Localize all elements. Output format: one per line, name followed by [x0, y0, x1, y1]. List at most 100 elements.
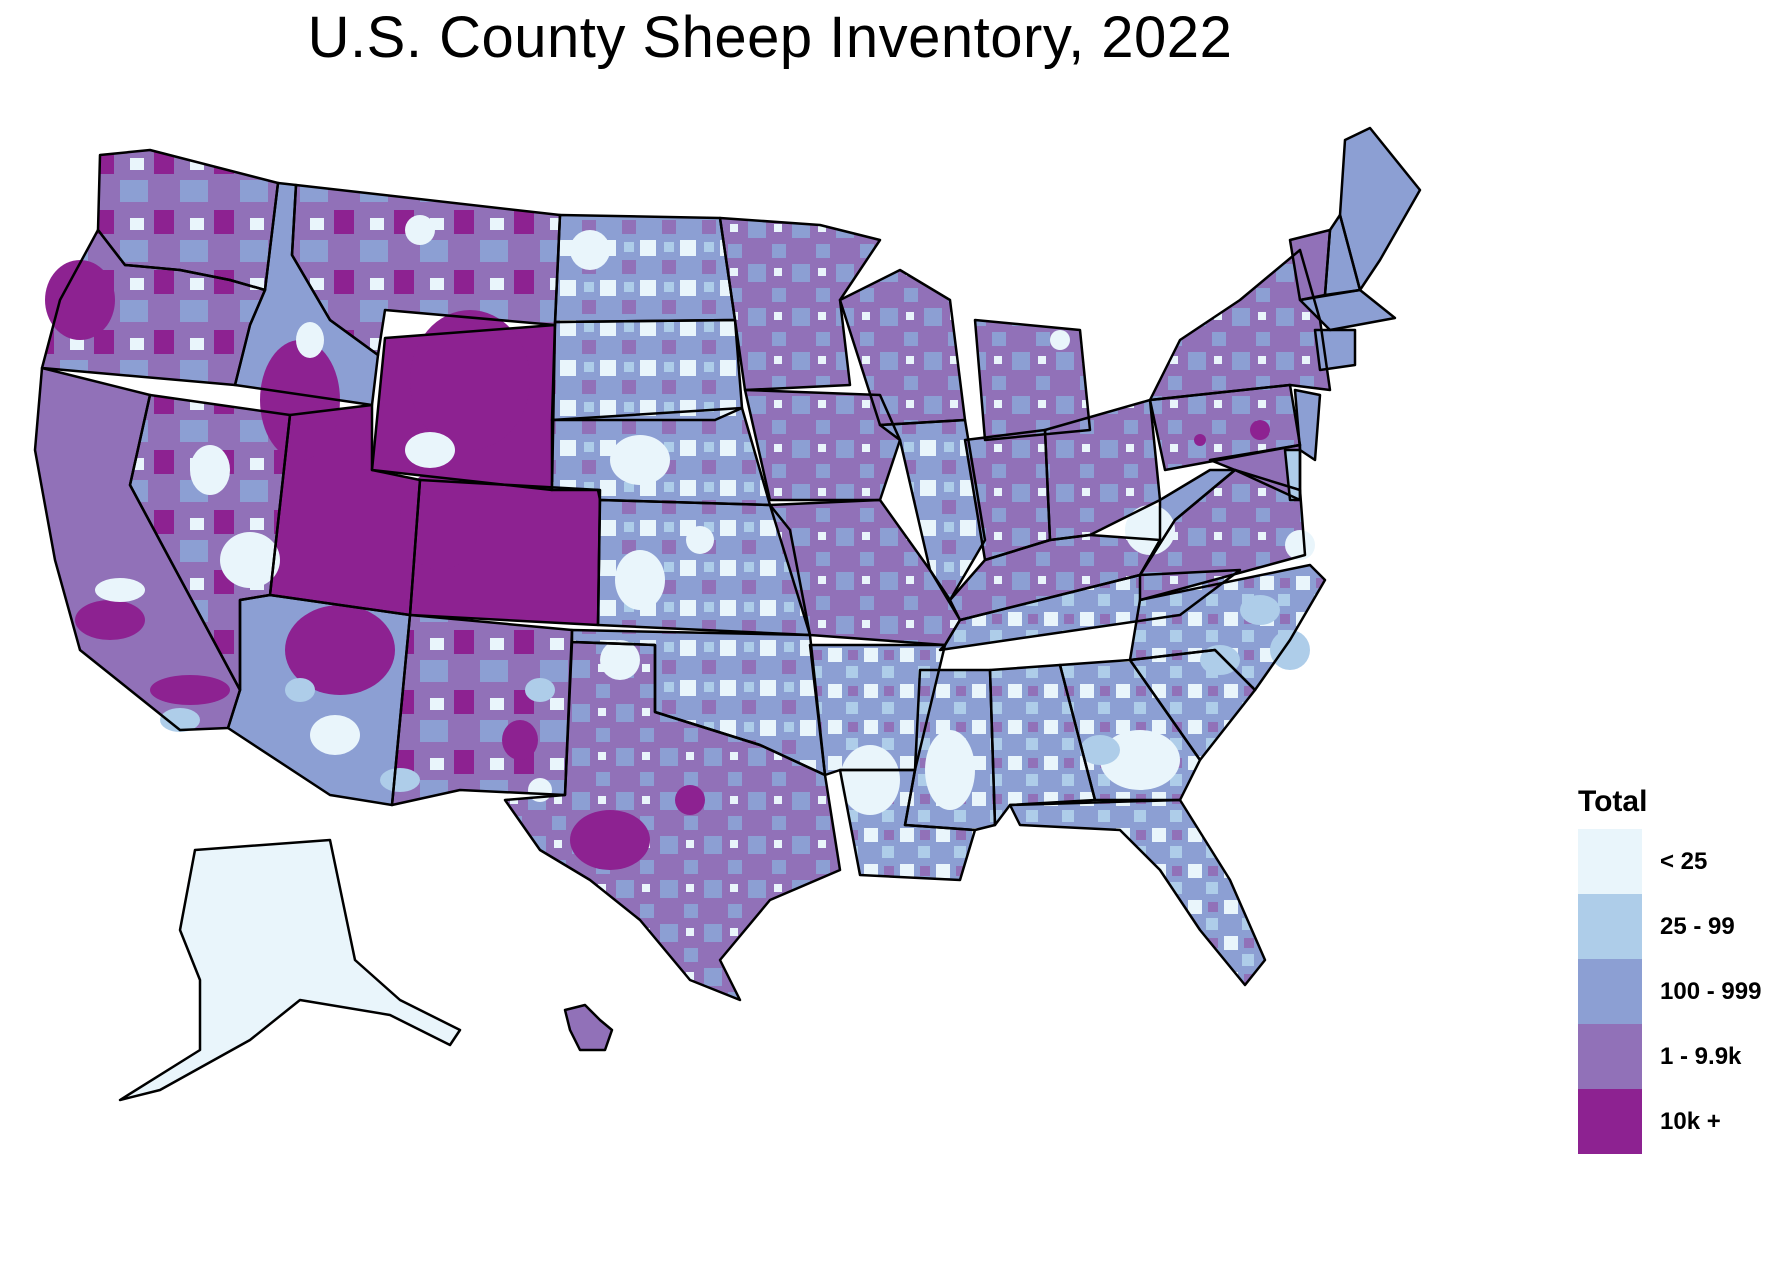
state-border-wv [1138, 468, 1237, 577]
state-mo [770, 500, 960, 645]
county-cluster [1100, 730, 1180, 790]
state-wv [1140, 470, 1235, 575]
state-sc [1130, 650, 1255, 760]
legend-title: Total [1578, 785, 1648, 818]
state-wa [98, 150, 278, 290]
state-border-nc [1128, 563, 1327, 692]
county-cluster [220, 532, 280, 588]
state-border-de [1283, 448, 1302, 502]
county-cluster [1125, 505, 1175, 555]
legend: Total < 25 25 - 99 100 - 999 1 - 9.9k 10k + [1578, 785, 1778, 1154]
state-border-ga [1058, 658, 1202, 802]
county-cluster [1270, 630, 1310, 670]
legend-item: 100 - 999 [1578, 959, 1778, 1024]
state-border-wi [838, 268, 967, 427]
state-id [235, 183, 378, 405]
state-border-oh [1043, 398, 1162, 542]
county-cluster [1050, 330, 1070, 350]
county-cluster [1200, 645, 1240, 675]
state-wi [840, 270, 965, 425]
state-border-fl [1008, 798, 1267, 987]
county-cluster [285, 605, 395, 695]
county-cluster [686, 526, 714, 554]
state-ny [1150, 250, 1330, 400]
county-cluster [410, 310, 530, 450]
state-border-ks [596, 498, 812, 637]
state-fl [1010, 800, 1265, 985]
county-cluster [45, 260, 115, 340]
county-cluster [570, 230, 610, 270]
legend-swatch [1578, 1024, 1642, 1089]
state-border-mn [718, 216, 882, 392]
state-ar [810, 645, 945, 775]
county-cluster [310, 715, 360, 755]
county-cluster [525, 678, 555, 702]
state-mn [720, 218, 880, 390]
county-cluster [150, 675, 230, 705]
county-cluster [380, 768, 420, 792]
county-cluster [610, 435, 670, 485]
state-sd [552, 320, 742, 420]
legend-swatch [1578, 894, 1642, 959]
legend-item: < 25 [1578, 829, 1778, 894]
legend-item: 10k + [1578, 1089, 1778, 1154]
county-cluster [502, 720, 538, 760]
county-cluster [405, 432, 455, 468]
legend-swatch [1578, 959, 1642, 1024]
state-border-ak [118, 838, 462, 1102]
county-cluster [1250, 420, 1270, 440]
state-border-nj [1293, 388, 1322, 462]
county-cluster [260, 340, 340, 460]
legend-item: 25 - 99 [1578, 894, 1778, 959]
state-border-ct [1313, 328, 1357, 372]
county-cluster [1080, 735, 1120, 765]
legend-label: 1 - 9.9k [1660, 1042, 1742, 1070]
state-al [990, 665, 1095, 825]
county-cluster [1194, 434, 1206, 446]
county-cluster [600, 640, 640, 680]
state-me [1340, 128, 1420, 290]
state-vt [1290, 230, 1330, 300]
state-border-nm [390, 613, 574, 807]
state-border-mi [973, 318, 1092, 442]
county-cluster [400, 470, 480, 570]
state-border-ia [743, 388, 902, 502]
state-border-tx [503, 640, 842, 1002]
county-cluster [925, 730, 975, 810]
state-in [965, 430, 1050, 560]
state-oh [1045, 400, 1160, 540]
county-cluster [75, 600, 145, 640]
legend-swatch [1578, 829, 1642, 894]
state-pa [1150, 385, 1300, 470]
state-nh [1325, 215, 1360, 295]
county-cluster [160, 708, 200, 732]
state-ca [35, 368, 240, 730]
state-nj [1295, 390, 1320, 460]
county-cluster [285, 678, 315, 702]
state-va [1140, 470, 1305, 600]
county-cluster [675, 785, 705, 815]
state-mi [975, 320, 1090, 440]
legend-label: < 25 [1660, 847, 1708, 875]
state-ct [1315, 330, 1355, 370]
legend-item: 1 - 9.9k [1578, 1024, 1778, 1089]
state-border-hi [563, 1003, 614, 1052]
county-cluster [840, 745, 900, 815]
county-cluster [296, 322, 324, 358]
legend-label: 10k + [1660, 1107, 1721, 1135]
county-cluster [1285, 530, 1315, 560]
state-nv [130, 395, 290, 690]
legend-label: 25 - 99 [1660, 912, 1735, 940]
state-tx [505, 642, 840, 1000]
state-ky [950, 535, 1160, 620]
county-cluster [1240, 595, 1280, 625]
legend-label: 100 - 999 [1660, 977, 1762, 1005]
state-ak [120, 840, 460, 1100]
state-mt [292, 185, 560, 355]
county-cluster [95, 578, 145, 602]
state-hi [565, 1005, 612, 1050]
county-cluster [405, 215, 435, 245]
state-border-tn [938, 568, 1242, 652]
county-cluster [615, 550, 665, 610]
map-title: U.S. County Sheep Inventory, 2022 [307, 5, 1233, 70]
